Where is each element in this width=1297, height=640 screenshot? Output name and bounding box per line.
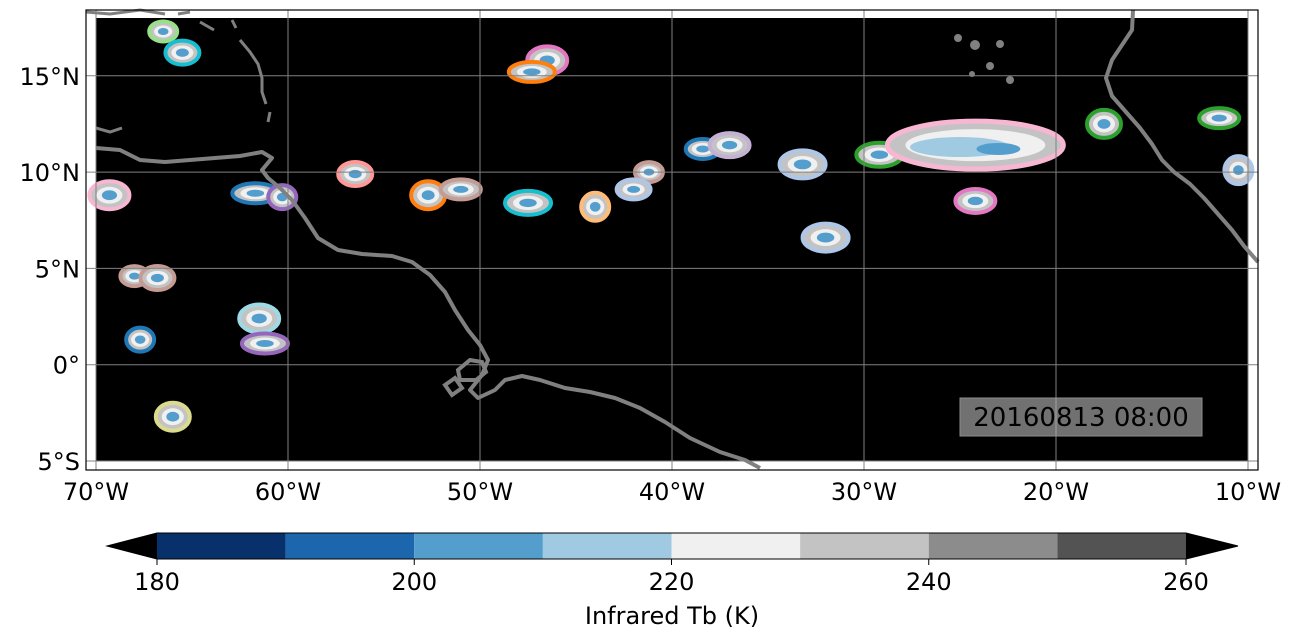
timestamp-background [959,397,1203,437]
cape-verde-islands [954,34,1014,84]
latitude-tick-label: 15°N [20,63,81,91]
colorbar-segment [414,533,543,559]
longitude-tick-label: 40°W [639,478,705,506]
cloud-systems-layer [87,19,1255,433]
colorbar-segment [285,533,415,559]
cloud-system [138,264,177,293]
colorbar-segment [1057,533,1186,559]
cloud-system [579,190,612,223]
cloud-system [953,186,998,215]
longitude-tick-label: 50°W [447,478,513,506]
map-border [85,9,1259,471]
colorbar-segment [928,533,1058,559]
cloud-system-coldest [256,340,274,348]
cloud-system-coldest [251,313,267,324]
cloud-system-coldest [696,145,710,153]
cloud-system-coldest [134,335,146,344]
cloud-system-coldest [421,190,435,201]
coastline-caribbean-islands [85,8,272,134]
cloud-system [1085,107,1123,140]
longitude-tick-label: 60°W [255,478,321,506]
cloud-system-coldest [101,190,118,201]
colorbar-under-triangle [107,533,157,559]
cloud-system [124,325,157,354]
cloud-system [1197,106,1242,131]
cloud-system [147,19,180,44]
colorbar-tick-label: 180 [134,568,180,596]
cloud-system-coldest [453,185,469,193]
cloud-system-coldest [976,142,1021,155]
coastline-africa [1104,9,1260,264]
cloud-system [800,221,851,254]
longitude-tick-label: 20°W [1023,478,1089,506]
cloud-system-coldest [150,273,164,283]
cloud-system-coldest [816,232,835,243]
cloud-system-coldest [1211,114,1227,122]
cloud-system-large [884,118,1066,172]
latitude-tick-label: 0° [53,352,80,380]
cloud-system [336,160,375,189]
colorbar-segment [157,533,286,559]
cloud-system-coldest [519,198,537,208]
cloud-system-coldest [166,411,180,422]
timestamp-box: 20160813 08:00 [959,397,1203,437]
cloud-system-coldest [793,159,812,170]
colorbar-tick-label: 260 [1163,568,1209,596]
longitude-tick-label: 10°W [1215,478,1281,506]
cloud-system [503,188,553,217]
cloud-system-coldest [589,201,601,212]
cloud-system [153,400,192,433]
colorbar-tick-label: 200 [391,568,437,596]
coastlines-layer [85,8,1260,470]
colorbar-segment [800,533,929,559]
cloud-system [707,131,752,160]
colorbar-title: Infrared Tb (K) [585,602,759,630]
longitude-tick-labels: 70°W 60°W 50°W 40°W 30°W 20°W 10°W [63,478,1281,506]
latitude-tick-label: 5°S [37,448,80,476]
cloud-system [237,302,282,335]
cloud-system-coldest [523,68,541,76]
colorbar: 180 200 220 240 260 Infrared Tb (K) [105,532,1239,630]
cloud-system-coldest [627,185,641,193]
cloud-system-coldest [129,272,140,280]
longitude-tick-label: 30°W [831,478,897,506]
cloud-system [239,331,290,356]
cloud-system [438,177,483,202]
timestamp-label: 20160813 08:00 [973,403,1189,433]
map-panel: 70°W 60°W 50°W 40°W 30°W 20°W 10°W 15°N 10°N 5°N… [20,8,1281,506]
cloud-system-coldest [246,189,265,197]
cloud-system-coldest [1097,119,1111,129]
cloud-system [506,59,557,84]
cloud-system-coldest [722,140,738,150]
cloud-system-coldest [157,27,169,35]
colorbar-segment [542,533,672,559]
cloud-system [614,177,653,202]
longitude-tick-label: 70°W [63,478,129,506]
colorbar-tick-label: 240 [906,568,952,596]
coastline-amazon-islands [442,357,489,398]
latitude-tick-labels: 15°N 10°N 5°N 0° 5°S [20,63,81,476]
colorbar-segments [157,533,1186,559]
colorbar-tick-label: 220 [649,568,695,596]
colorbar-segment [671,533,801,559]
cloud-system-coldest [870,150,889,159]
cloud-system [163,38,202,67]
colorbar-tick-labels: 180 200 220 240 260 [134,559,1209,596]
latitude-tick-label: 10°N [20,159,81,187]
cloud-system [87,179,132,212]
cloud-system-coldest [175,48,189,57]
coastline-south-america [95,146,761,470]
cloud-system [266,183,299,212]
cloud-system [777,148,828,181]
cloud-system-coldest [1233,165,1244,176]
latitude-tick-label: 5°N [35,255,80,283]
gridlines [86,10,1258,470]
cloud-system-coldest [348,169,362,179]
cloud-system [1222,154,1255,187]
colorbar-over-triangle [1186,533,1238,559]
cloud-system-coldest [967,196,983,206]
